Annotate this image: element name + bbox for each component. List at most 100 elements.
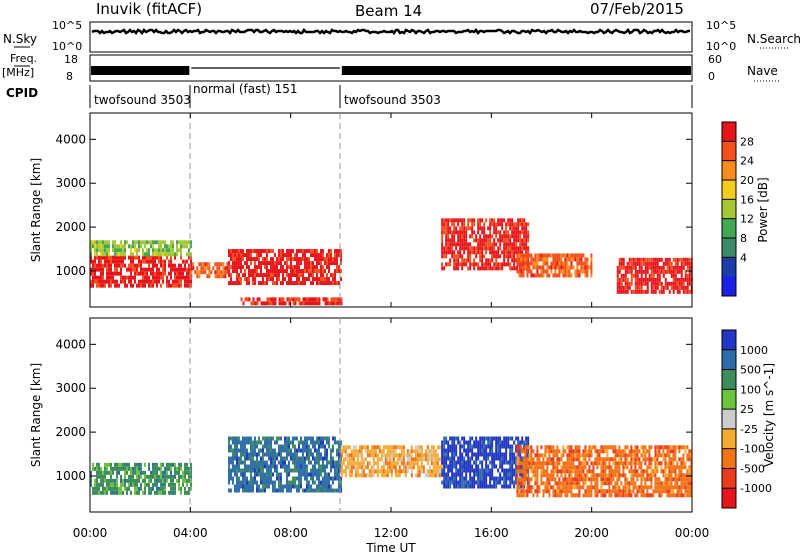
heatmap-cell — [106, 462, 108, 467]
heatmap-cell — [604, 493, 607, 498]
heatmap-cell — [164, 248, 166, 253]
heatmap-cell — [523, 238, 526, 243]
heatmap-cell — [562, 253, 565, 258]
heatmap-cell — [676, 493, 679, 498]
heatmap-cell — [459, 448, 462, 453]
heatmap-cell — [670, 261, 673, 266]
heatmap-cell — [584, 465, 587, 470]
heatmap-cell — [311, 488, 314, 493]
heatmap-cell — [94, 271, 96, 276]
heatmap-cell — [311, 281, 314, 286]
heatmap-cell — [652, 257, 655, 262]
heatmap-cell — [319, 440, 322, 445]
heatmap-cell — [291, 436, 294, 441]
heatmap-cell — [245, 257, 248, 262]
heatmap-cell — [372, 469, 375, 474]
heatmap-cell — [526, 485, 529, 490]
heatmap-cell — [445, 472, 448, 477]
heatmap-cell — [154, 271, 156, 276]
heatmap-cell — [331, 460, 334, 465]
heatmap-cell — [526, 473, 529, 478]
heatmap-cell — [642, 289, 645, 294]
heatmap-cell — [564, 473, 567, 478]
heatmap-cell — [108, 259, 110, 264]
heatmap-cell — [156, 252, 158, 257]
heatmap-cell — [208, 274, 211, 279]
heatmap-cell — [118, 244, 120, 249]
heatmap-cell — [279, 444, 282, 449]
heatmap-cell — [475, 480, 478, 485]
heatmap-cell — [251, 480, 254, 485]
heatmap-cell — [332, 301, 335, 306]
heatmap-cell — [457, 440, 460, 445]
heatmap-cell — [348, 465, 351, 470]
heatmap-cell — [628, 265, 631, 270]
nsky-panel: N.Sky 10^5 10^0 10^5 10^0 N.Search — [3, 19, 800, 53]
heatmap-cell — [485, 452, 488, 457]
heatmap-cell — [650, 261, 653, 266]
heatmap-cell — [690, 485, 693, 490]
heatmap-cell — [188, 252, 190, 257]
heatmap-cell — [321, 456, 324, 461]
heatmap-cell — [182, 275, 184, 280]
heatmap-cell — [443, 484, 446, 489]
heatmap-cell — [102, 240, 104, 245]
heatmap-cell — [491, 436, 494, 441]
heatmap-cell — [160, 474, 162, 479]
heatmap-cell — [469, 218, 472, 223]
heatmap-cell — [552, 253, 555, 258]
heatmap-cell — [102, 252, 104, 257]
heatmap-cell — [668, 485, 671, 490]
heatmap-cell — [158, 244, 160, 249]
heatmap-cell — [307, 265, 310, 270]
heatmap-cell — [516, 489, 519, 494]
heatmap-cell — [174, 267, 176, 272]
heatmap-cell — [519, 250, 522, 255]
heatmap-cell — [509, 262, 512, 267]
heatmap-cell — [654, 277, 657, 282]
heatmap-cell — [291, 281, 294, 286]
heatmap-cell — [271, 464, 274, 469]
heatmap-cell — [602, 473, 605, 478]
heatmap-cell — [518, 477, 521, 482]
heatmap-cell — [317, 452, 320, 457]
heatmap-cell — [281, 277, 284, 282]
heatmap-cell — [269, 452, 272, 457]
heatmap-cell — [156, 283, 158, 288]
heatmap-cell — [644, 289, 647, 294]
heatmap-cell — [146, 279, 148, 284]
heatmap-cell — [544, 473, 547, 478]
heatmap-cell — [680, 481, 683, 486]
heatmap-cell — [644, 445, 647, 450]
heatmap-cell — [686, 281, 689, 286]
y-tick-label: 2000 — [55, 220, 86, 234]
heatmap-cell — [481, 242, 484, 247]
heatmap-cell — [337, 464, 340, 469]
heatmap-cell — [656, 477, 659, 482]
heatmap-cell — [475, 452, 478, 457]
heatmap-cell — [526, 457, 529, 462]
heatmap-cell — [518, 257, 521, 262]
heatmap-cell — [596, 453, 599, 458]
heatmap-cell — [265, 476, 268, 481]
heatmap-cell — [616, 481, 619, 486]
heatmap-cell — [299, 249, 302, 254]
heatmap-cell — [509, 468, 512, 473]
heatmap-cell — [428, 449, 431, 454]
heatmap-cell — [678, 449, 681, 454]
heatmap-cell — [333, 273, 336, 278]
heatmap-cell — [253, 257, 256, 262]
heatmap-cell — [487, 440, 490, 445]
heatmap-cell — [624, 273, 627, 278]
heatmap-cell — [231, 476, 234, 481]
heatmap-cell — [544, 453, 547, 458]
heatmap-cell — [453, 250, 456, 255]
heatmap-cell — [384, 445, 387, 450]
nsearch-tick-high: 10^5 — [706, 19, 736, 32]
heatmap-cell — [670, 285, 673, 290]
heatmap-cell — [516, 445, 519, 450]
heatmap-cell — [275, 452, 278, 457]
heatmap-cell — [491, 460, 494, 465]
heatmap-cell — [267, 440, 270, 445]
heatmap-cell — [96, 267, 98, 272]
